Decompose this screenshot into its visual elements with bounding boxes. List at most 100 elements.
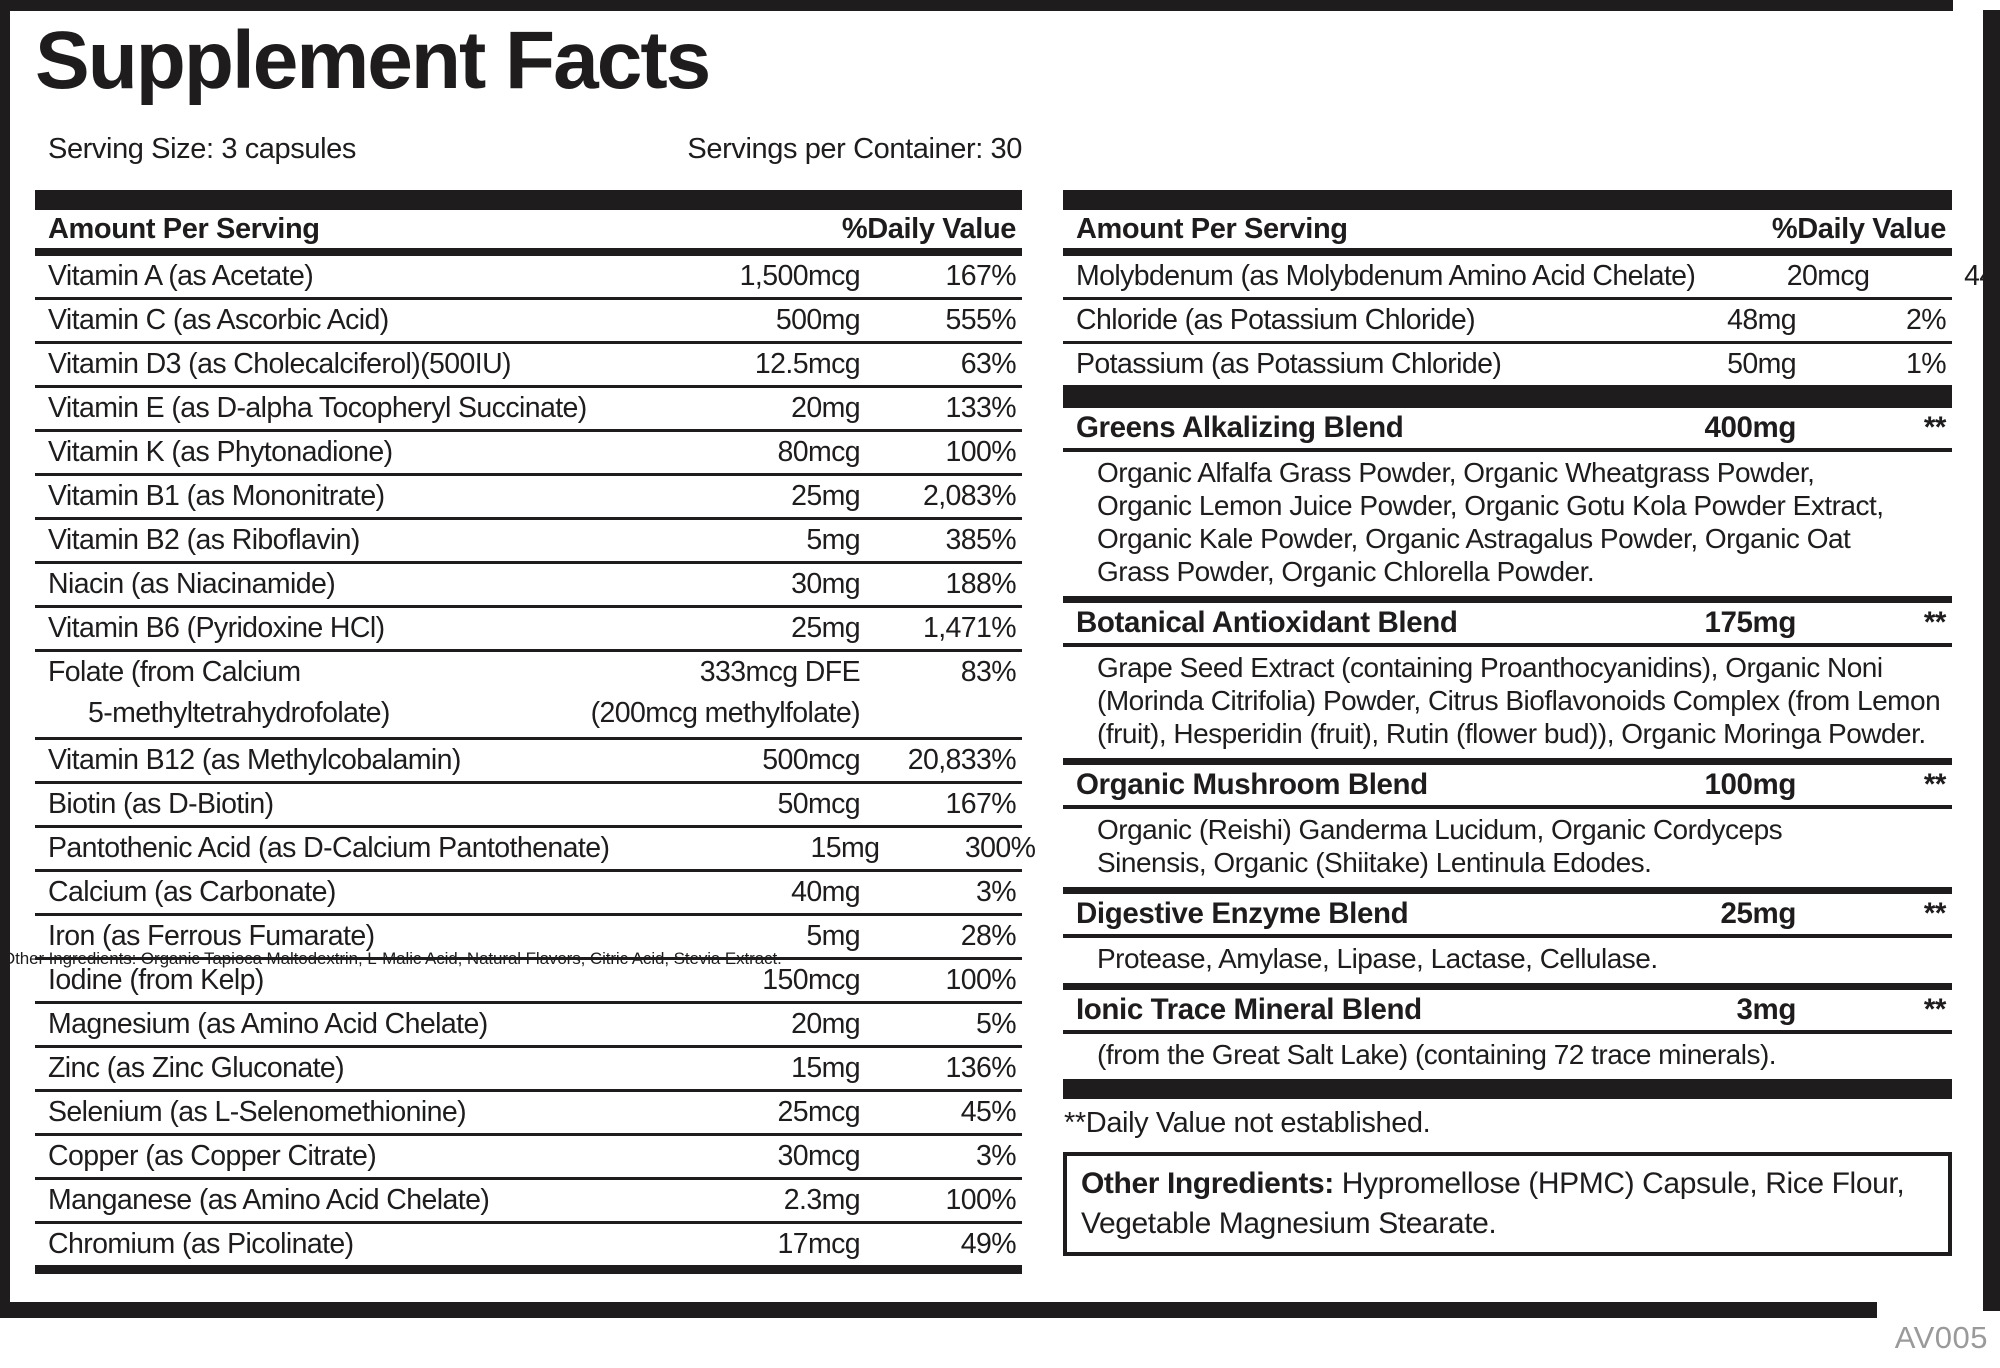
blend-amount: 25mg: [1720, 897, 1797, 930]
nutrient-table-left: Amount Per Serving %Daily Value Vitamin …: [35, 190, 1036, 1274]
nutrient-dv: 45%: [960, 1096, 1017, 1128]
divider: [1063, 887, 1952, 894]
blend-dv: **: [1923, 993, 1947, 1026]
nutrient-dv: 28%: [960, 920, 1017, 952]
nutrient-dv: 2,083%: [922, 480, 1017, 512]
nutrient-row: Vitamin C (as Ascorbic Acid) 500mg 555%: [35, 300, 1022, 344]
nutrient-amount: 150mcg: [762, 964, 860, 996]
nutrient-name: Vitamin B6 (Pyridoxine HCl): [48, 612, 385, 644]
blend-name: Organic Mushroom Blend: [1076, 768, 1428, 801]
nutrient-name: Niacin (as Niacinamide): [48, 568, 336, 600]
nutrient-name: Magnesium (as Amino Acid Chelate): [48, 1008, 488, 1040]
nutrient-dv: 83%: [960, 656, 1017, 688]
nutrient-amount: 25mg: [791, 480, 861, 512]
nutrient-name-line: 5-methyltetrahydrofolate): [88, 697, 390, 729]
nutrient-dv: 44%: [1964, 260, 2000, 292]
nutrient-amount: 1,500mcg: [739, 260, 861, 292]
nutrient-row: Biotin (as D-Biotin) 50mcg 167%: [35, 784, 1022, 828]
nutrient-row: Vitamin E (as D-alpha Tocopheryl Succina…: [35, 388, 1022, 432]
blend-ingredients: Organic Alfalfa Grass Powder, Organic Wh…: [1097, 457, 1884, 587]
nutrient-dv: 1,471%: [922, 612, 1017, 644]
nutrient-name: Vitamin E (as D-alpha Tocopheryl Succina…: [48, 392, 587, 424]
blend-row: Botanical Antioxidant Blend 175mg **: [1063, 603, 1952, 647]
blend-row: Greens Alkalizing Blend 400mg **: [1063, 408, 1952, 452]
blend-dv: **: [1923, 606, 1947, 639]
nutrient-name: Vitamin A (as Acetate): [48, 260, 314, 292]
nutrient-row: Vitamin B12 (as Methylcobalamin) 500mcg 20…: [35, 740, 1022, 784]
nutrient-amount: 17mcg: [777, 1228, 860, 1260]
nutrient-row: Vitamin D3 (as Cholecalciferol)(500IU) 12…: [35, 344, 1022, 388]
nutrient-amount: 500mcg: [762, 744, 860, 776]
nutrient-amount: 25mg: [791, 612, 861, 644]
nutrient-name: Vitamin B12 (as Methylcobalamin): [48, 744, 461, 776]
nutrient-name: Zinc (as Zinc Gluconate): [48, 1052, 345, 1084]
nutrient-row: Zinc (as Zinc Gluconate) 15mg 136%: [35, 1048, 1022, 1092]
blend-ingredients: Grape Seed Extract (containing Proanthoc…: [1097, 652, 1941, 749]
header-daily-value: %Daily Value: [841, 212, 1017, 245]
nutrient-amount: 50mcg: [777, 788, 860, 820]
divider: [1063, 758, 1952, 765]
divider: [1063, 596, 1952, 603]
nutrient-dv: 300%: [964, 832, 1036, 864]
nutrient-row: Magnesium (as Amino Acid Chelate) 20mg 5%: [35, 1004, 1022, 1048]
table-body: Molybdenum (as Molybdenum Amino Acid Che…: [1063, 256, 2000, 388]
nutrient-amount: 12.5mcg: [754, 348, 861, 380]
nutrient-amount: 2.3mg: [783, 1184, 861, 1216]
nutrient-row: Calcium (as Carbonate) 40mg 3%: [35, 872, 1022, 916]
nutrient-amount: 15mg: [810, 832, 880, 864]
nutrient-name: Potassium (as Potassium Chloride): [1076, 348, 1502, 380]
label-border-left: [0, 0, 10, 1311]
nutrient-name: Vitamin B2 (as Riboflavin): [48, 524, 360, 556]
nutrient-name: Iodine (from Kelp): [48, 964, 264, 996]
table-bottom-bar: [35, 1268, 1022, 1274]
nutrient-row: Potassium (as Potassium Chloride) 50mg 1%: [1063, 344, 1952, 388]
header-daily-value: %Daily Value: [1771, 212, 1947, 245]
nutrient-row: Chromium (as Picolinate) 17mcg 49%: [35, 1224, 1022, 1268]
blend-row: Organic Mushroom Blend 100mg **: [1063, 765, 1952, 809]
nutrient-amount: 20mg: [791, 392, 861, 424]
label-border-bottom: [0, 1302, 1877, 1318]
nutrient-dv: 167%: [945, 260, 1017, 292]
nutrient-dv: 3%: [976, 876, 1017, 908]
blend-name: Greens Alkalizing Blend: [1076, 411, 1404, 444]
section-divider-bar: [1063, 1079, 1952, 1099]
nutrient-name: Molybdenum (as Molybdenum Amino Acid Che…: [1076, 260, 1696, 292]
nutrient-dv: 136%: [945, 1052, 1017, 1084]
nutrient-amount: 80mcg: [777, 436, 860, 468]
nutrient-dv: 133%: [945, 392, 1017, 424]
header-amount-per-serving: Amount Per Serving: [48, 212, 320, 245]
nutrient-name: Manganese (as Amino Acid Chelate): [48, 1184, 490, 1216]
nutrient-amount: 30mcg: [777, 1140, 860, 1172]
nutrient-name: Iron (as Ferrous Fumarate): [48, 920, 375, 952]
nutrient-table-right: Amount Per Serving %Daily Value Molybden…: [1063, 190, 2000, 1256]
blend-amount: 400mg: [1704, 411, 1797, 444]
nutrient-name-line: Folate (from Calcium: [48, 656, 301, 688]
servings-per-container: Servings per Container: 30: [687, 133, 1022, 165]
other-ingredients-text: Hypromellose (HPMC) Capsule, Rice Flour,…: [1081, 1167, 1905, 1240]
nutrient-row: Manganese (as Amino Acid Chelate) 2.3mg 10…: [35, 1180, 1022, 1224]
nutrient-dv: 3%: [976, 1140, 1017, 1172]
page-title: Supplement Facts: [35, 15, 711, 106]
nutrient-name: Vitamin K (as Phytonadione): [48, 436, 393, 468]
nutrient-name: Vitamin D3 (as Cholecalciferol)(500IU): [48, 348, 512, 380]
nutrient-dv: 167%: [945, 788, 1017, 820]
header-amount-per-serving: Amount Per Serving: [1076, 212, 1348, 245]
blend-dv: **: [1923, 768, 1947, 801]
nutrient-dv: 20,833%: [907, 744, 1017, 776]
nutrient-name: Vitamin B1 (as Mononitrate): [48, 480, 385, 512]
nutrient-row: Selenium (as L-Selenomethionine) 25mcg 45%: [35, 1092, 1022, 1136]
table-header-bar: [35, 190, 1022, 210]
nutrient-name: Vitamin C (as Ascorbic Acid): [48, 304, 389, 336]
nutrient-dv: 385%: [945, 524, 1017, 556]
table-header-row: Amount Per Serving %Daily Value: [35, 210, 1022, 256]
nutrient-amount: 20mg: [791, 1008, 861, 1040]
nutrient-row: Vitamin K (as Phytonadione) 80mcg 100%: [35, 432, 1022, 476]
blend-dv: **: [1923, 411, 1947, 444]
nutrient-name: Pantothenic Acid (as D-Calcium Pantothen…: [48, 832, 610, 864]
nutrient-amount: 500mg: [775, 304, 861, 336]
nutrient-amount: 50mg: [1727, 348, 1797, 380]
nutrient-row: Iodine (from Kelp) 150mcg 100%: [35, 960, 1022, 1004]
blend-row: Digestive Enzyme Blend 25mg **: [1063, 894, 1952, 938]
blend-amount: 3mg: [1736, 993, 1797, 1026]
